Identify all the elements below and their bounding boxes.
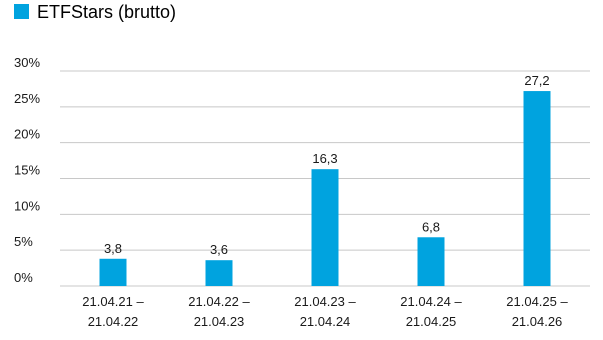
bar (99, 258, 127, 286)
x-tick-label: 21.04.23 – (294, 294, 356, 309)
y-tick-label: 25% (14, 91, 40, 106)
data-labels: 3,8 3,6 16,3 6,8 27,2 (104, 73, 550, 257)
legend-label: ETFStars (brutto) (37, 2, 176, 22)
legend: ETFStars (brutto) (14, 2, 176, 22)
data-label: 3,6 (210, 242, 228, 257)
x-tick-label: 21.04.25 – (506, 294, 568, 309)
bar (523, 91, 551, 286)
y-tick-label: 10% (14, 198, 40, 213)
bar (311, 169, 339, 286)
bar (205, 260, 233, 286)
x-tick-label: 21.04.24 – (400, 294, 462, 309)
x-axis: 21.04.21 – 21.04.22 21.04.22 – 21.04.23 21.0… (82, 294, 568, 329)
x-tick-label: 21.04.21 – (82, 294, 144, 309)
data-label: 27,2 (524, 73, 549, 88)
x-tick-label: 21.04.23 (194, 314, 245, 329)
x-tick-label: 21.04.22 (88, 314, 139, 329)
x-tick-label: 21.04.24 (300, 314, 351, 329)
y-tick-label: 0% (14, 270, 33, 285)
bars (99, 91, 551, 286)
data-label: 6,8 (422, 219, 440, 234)
x-tick-label: 21.04.25 (406, 314, 457, 329)
y-axis: 0% 5% 10% 15% 20% 25% 30% (14, 55, 40, 285)
x-tick-label: 21.04.26 (512, 314, 563, 329)
data-label: 3,8 (104, 241, 122, 256)
legend-swatch (14, 4, 29, 19)
x-tick-label: 21.04.22 – (188, 294, 250, 309)
y-tick-label: 20% (14, 127, 40, 142)
y-tick-label: 5% (14, 234, 33, 249)
bar (417, 237, 445, 286)
y-tick-label: 15% (14, 163, 40, 178)
y-tick-label: 30% (14, 55, 40, 70)
data-label: 16,3 (312, 151, 337, 166)
